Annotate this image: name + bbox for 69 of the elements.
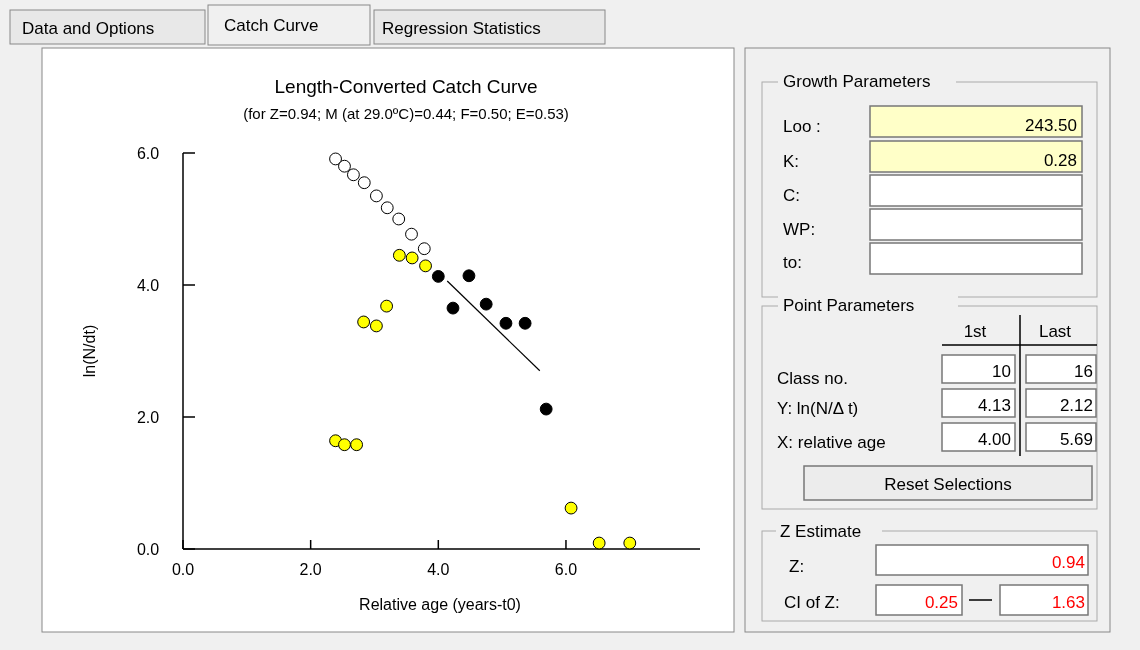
text: 243.50 [1025,116,1077,135]
text: X: relative age [777,433,886,452]
text: Z: [789,557,805,576]
point [392,212,406,226]
x-tick-label: 2.0 [299,561,322,578]
point [392,248,406,262]
point [518,316,532,330]
point [405,227,418,241]
y-tick-label: 0.0 [136,540,160,558]
text: 5.69 [1059,430,1093,449]
point [623,536,637,550]
point [592,536,606,550]
point [462,269,476,283]
text: Data and Options [22,19,155,38]
y-tick-label: 6.0 [136,144,160,162]
point [419,259,432,273]
text: Point Parameters [783,296,915,315]
text: Growth Parameters [783,72,931,91]
point [499,316,513,330]
text: 4.13 [977,396,1011,415]
text: 16 [1074,362,1093,381]
text: Class no. [777,369,848,388]
y-axis-title: ln(N/dt) [81,324,98,378]
point [329,152,342,166]
text: C: [783,186,800,205]
point [357,176,371,190]
point [431,270,445,283]
text: CI of Z: [784,593,840,612]
point [446,301,460,315]
x-tick-label: 6.0 [554,561,578,578]
point [357,315,371,329]
text: 1.63 [1051,593,1085,612]
x-axis-title: Relative age (years-t0) [359,596,521,613]
point [338,159,351,173]
y-tick-label: 2.0 [136,408,160,426]
text: 0.28 [1043,151,1077,170]
chart-title: Length-Converted Catch Curve [274,76,538,97]
x-tick-label: 0.0 [171,561,195,578]
x-tick-label: 4.0 [427,561,450,578]
text: 10 [992,362,1011,381]
text: Last [1038,322,1072,341]
point [369,319,383,333]
point [479,297,493,311]
text: Loo : [783,117,821,136]
text: Catch Curve [224,16,319,35]
point [539,402,553,416]
point [350,438,364,452]
text: 4.00 [977,430,1011,449]
text: 0.25 [924,593,958,612]
point [380,299,394,313]
point [347,168,360,182]
text: 0.94 [1051,553,1085,572]
text: Z Estimate [780,522,862,541]
chart-subtitle: (for Z=0.94; M (at 29.0ºC)=0.44; F=0.50; E=0.53) [243,105,569,122]
text: 2.12 [1059,396,1093,415]
text: Regression Statistics [382,19,541,38]
point [369,189,383,203]
text: WP: [783,220,816,239]
text: K: [783,152,800,171]
point [338,438,351,452]
point [405,251,419,265]
text: Reset Selections [884,475,1012,494]
point [380,201,394,215]
text: 1st [963,322,987,341]
y-tick-label: 4.0 [136,276,160,294]
text: Y: ln(N/Δ t) [777,399,859,418]
text: to: [783,253,802,272]
point [564,501,578,515]
point [417,242,431,256]
